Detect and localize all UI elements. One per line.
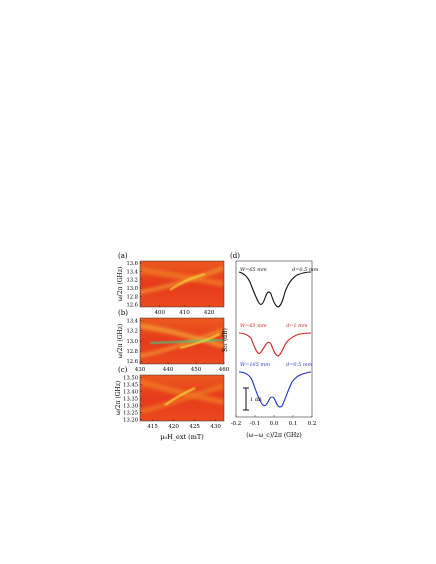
heatmap-c-ylabel: ω/2π (GHz) — [115, 381, 122, 415]
heatmap-b-xtick-label: 430 — [135, 367, 146, 373]
heatmap-c-xtick-label: 420 — [168, 424, 179, 430]
heatmap-b-xtick-label: 450 — [191, 367, 202, 373]
scale-bar — [243, 387, 249, 411]
heatmap-b-xtick-label: 460 — [219, 367, 230, 373]
heatmap-a-ytick-label: 13.2 — [126, 278, 138, 284]
spectrum-trace-blue — [238, 371, 312, 408]
spectra-xtick-label: 0.2 — [308, 421, 317, 427]
heatmap-a-ytick-label: 13.6 — [126, 261, 138, 267]
spectra-xtick-label: 0.1 — [289, 421, 298, 427]
trace-red-label-right: d=1 mm — [286, 323, 308, 329]
heatmap-a-ytick-label: 13.4 — [126, 269, 138, 275]
heatmap-a-ytick-label: 12.8 — [126, 294, 138, 300]
trace-black-label-left: W=65 mm — [240, 267, 267, 273]
heatmap-a-xtick-label: 410 — [179, 310, 190, 316]
trace-blue-label-left: W=165 mm — [240, 362, 270, 368]
panel-label-c: (c) — [118, 366, 128, 374]
heatmap-a-xtick-label: 400 — [155, 310, 166, 316]
heatmap-a-frame — [139, 260, 225, 308]
heatmap-c-ytick-label: 13.40 — [123, 390, 138, 396]
heatmap-b-ytick-label: 13.0 — [126, 339, 138, 345]
heatmap-c-xtick-label: 430 — [210, 424, 221, 430]
scale-bar-label: 1 dB — [250, 397, 262, 403]
heatmap-a-ytick-label: 12.6 — [126, 303, 138, 309]
trace-blue-label-right: d=0.5 mm — [286, 362, 313, 368]
heatmap-c-ytick-label: 13.50 — [123, 376, 138, 382]
spectrum-trace-red — [238, 332, 312, 357]
heatmap-c-xtick-label: 415 — [147, 424, 158, 430]
spectrum-trace-black — [238, 271, 312, 308]
heatmap-c-xtick-label: 425 — [189, 424, 200, 430]
heatmap-c-ytick-label: 13.20 — [123, 417, 138, 423]
spectra-ylabel: S₂₁ (dB) — [222, 328, 229, 352]
trace-black-label-right: d=0.5 mm — [292, 267, 319, 273]
heatmap-b — [140, 318, 224, 364]
heatmap-b-ytick-label: 13.4 — [126, 318, 138, 324]
heatmap-c-ytick-label: 13.25 — [123, 410, 138, 416]
heatmap-b-ytick-label: 12.8 — [126, 349, 138, 355]
heatmap-b-ytick-label: 12.6 — [126, 359, 138, 365]
trace-red-label-left: W=65 mm — [240, 323, 267, 329]
spectra-xtick-label: -0.2 — [231, 421, 242, 427]
spectra-xlabel: (ω−ω_c)/2π (GHz) — [246, 432, 301, 439]
heatmap-c-ytick-label: 13.35 — [123, 396, 138, 402]
panel-label-a: (a) — [118, 252, 128, 260]
spectra-xtick-label: 0.0 — [270, 421, 279, 427]
heatmap-b-ylabel: ω/2π (GHz) — [117, 324, 124, 358]
heatmap-c-frame — [139, 374, 225, 422]
heatmap-a-ylabel: ω/2π (GHz) — [117, 267, 124, 301]
spectra-xtick-label: -0.1 — [250, 421, 261, 427]
panel-label-b: (b) — [118, 309, 128, 317]
panel-label-d: (d) — [230, 252, 240, 260]
heatmap-a-ytick-label: 13.0 — [126, 286, 138, 292]
heatmap-b-ytick-label: 13.2 — [126, 329, 138, 335]
heatmap-c-ytick-label: 13.30 — [123, 403, 138, 409]
heatmap-c-ytick-label: 13.45 — [123, 383, 138, 389]
spectra-frame — [235, 260, 313, 418]
heatmap-a-xtick-label: 420 — [204, 310, 215, 316]
heatmap-xlabel: μ₀H_ext (mT) — [160, 433, 204, 441]
heatmap-a — [140, 261, 224, 307]
heatmap-c — [140, 375, 224, 421]
heatmap-b-xtick-label: 440 — [163, 367, 174, 373]
